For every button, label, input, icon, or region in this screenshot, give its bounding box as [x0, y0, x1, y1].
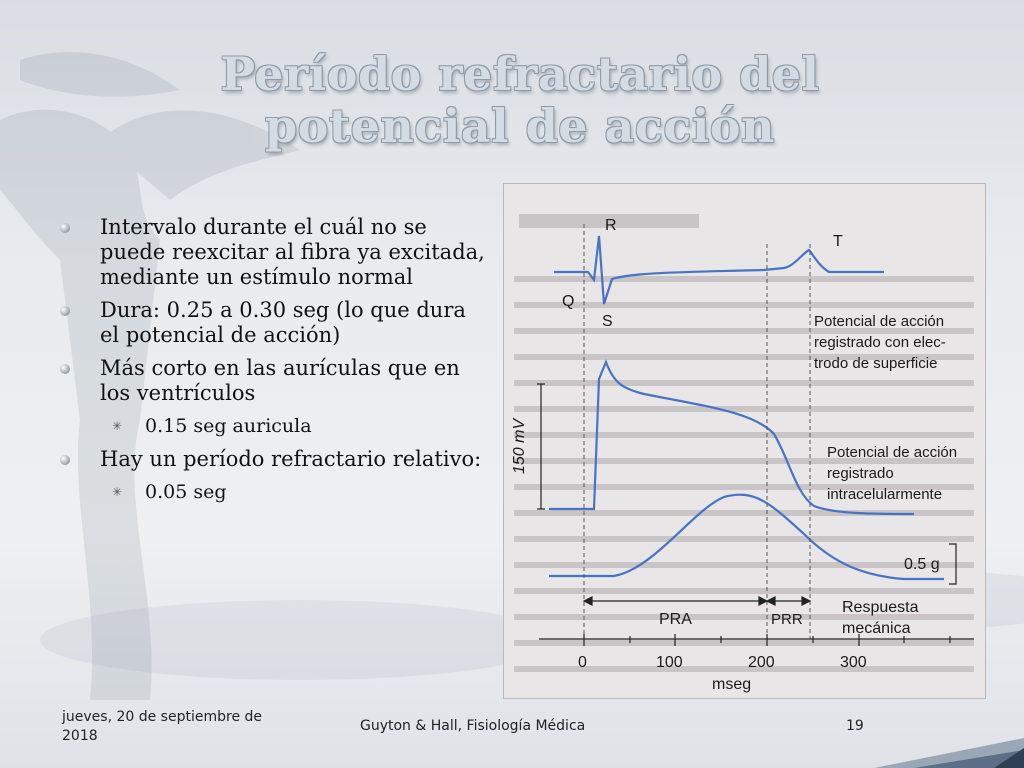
- time-axis: [539, 634, 974, 646]
- sub-bullet-text: 0.05 seg: [145, 481, 227, 503]
- marker-lines: [583, 224, 811, 639]
- action-potential-figure: 150 mV 0.5 g R Q S T Potencial de acción…: [503, 183, 986, 699]
- bullet-text: Intervalo durante el cuál no se puede re…: [100, 215, 485, 289]
- title-line-2: potencial de acción: [265, 99, 775, 153]
- surface-caption-line-1: Potencial de acción: [814, 313, 944, 330]
- x-tick-100: 100: [656, 654, 683, 671]
- footer-date: jueves, 20 de septiembre de 2018: [62, 709, 263, 744]
- bleed-through-texture: [514, 214, 974, 672]
- surface-caption-line-2: registrado con elec-: [814, 334, 946, 351]
- voltage-scale-bar: [537, 383, 545, 510]
- sub-bullet-text: 0.15 seg auricula: [145, 415, 312, 437]
- title-line-1: Período refractario del: [220, 47, 820, 101]
- wave-label-r: R: [605, 217, 617, 234]
- bullet-marker-icon: [60, 364, 70, 374]
- mechanical-caption-line-1: Respuesta: [842, 599, 919, 616]
- mechanical-caption-line-2: mecánica: [842, 620, 911, 637]
- pra-label: PRA: [659, 611, 692, 628]
- bullet-item: Hay un período refractario relativo:: [60, 447, 490, 472]
- refractory-period-arrows: [582, 596, 812, 606]
- slide-title: Período refractario del potencial de acc…: [150, 48, 890, 152]
- sub-bullet-item: ✳ 0.05 seg: [60, 480, 490, 505]
- asterisk-marker-icon: ✳: [112, 419, 123, 433]
- x-tick-0: 0: [578, 654, 587, 671]
- x-tick-200: 200: [748, 654, 775, 671]
- bullet-item: Intervalo durante el cuál no se puede re…: [60, 215, 490, 290]
- corner-decoration: [874, 738, 1024, 768]
- bullet-item: Dura: 0.25 a 0.30 seg (lo que dura el po…: [60, 298, 490, 348]
- sub-bullet-item: ✳ 0.15 seg auricula: [60, 414, 490, 439]
- bullet-list: Intervalo durante el cuál no se puede re…: [60, 215, 490, 513]
- x-axis-label: mseg: [712, 676, 751, 693]
- bullet-item: Más corto en las aurículas que en los ve…: [60, 356, 490, 406]
- ecg-trace: [554, 235, 884, 305]
- intracellular-caption-line-2: registrado: [827, 465, 894, 482]
- wave-label-t: T: [833, 233, 843, 250]
- wave-label-q: Q: [562, 293, 574, 310]
- trace-group: [549, 235, 944, 581]
- bullet-text: Hay un período refractario relativo:: [100, 447, 482, 471]
- force-scale-bracket: [949, 543, 957, 585]
- bullet-marker-icon: [60, 223, 70, 233]
- voltage-scale-label: 150 mV: [511, 418, 528, 474]
- wave-label-s: S: [602, 313, 613, 330]
- x-tick-300: 300: [840, 654, 867, 671]
- intracellular-caption-line-1: Potencial de acción: [827, 444, 957, 461]
- bullet-marker-icon: [60, 455, 70, 465]
- bullet-text: Más corto en las aurículas que en los ve…: [100, 356, 460, 405]
- slide-number: 19: [846, 718, 864, 734]
- force-scale-label: 0.5 g: [904, 556, 940, 573]
- intracellular-caption-line-3: intracelularmente: [827, 486, 942, 503]
- mechanical-response-trace: [549, 493, 944, 581]
- surface-caption-line-3: trodo de superficie: [814, 355, 937, 372]
- prr-label: PRR: [771, 611, 803, 628]
- bullet-marker-icon: [60, 306, 70, 316]
- intracellular-ap-trace: [549, 358, 915, 516]
- footer-source: Guyton & Hall, Fisiología Médica: [360, 718, 586, 734]
- figure-diagram: 150 mV 0.5 g R Q S T Potencial de acción…: [511, 214, 974, 693]
- bullet-text: Dura: 0.25 a 0.30 seg (lo que dura el po…: [100, 298, 466, 347]
- asterisk-marker-icon: ✳: [112, 485, 123, 499]
